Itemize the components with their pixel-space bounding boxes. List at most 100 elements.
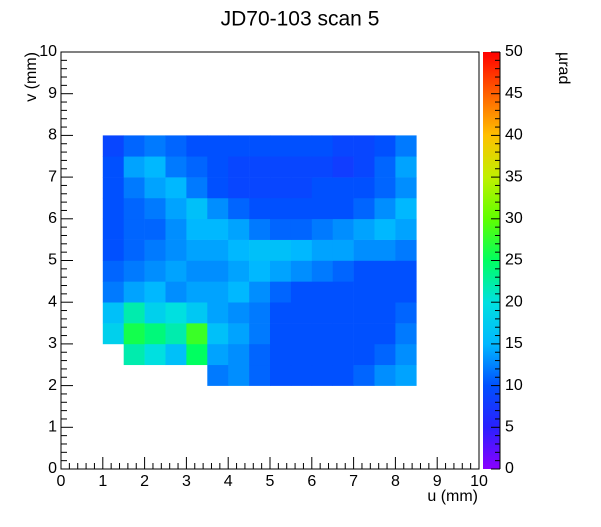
z-tick-label: 35 <box>505 168 523 185</box>
heat-cell <box>123 218 145 240</box>
heat-cell <box>353 364 375 386</box>
heat-cell <box>207 156 229 178</box>
heat-cell <box>123 135 145 157</box>
heat-cell <box>290 156 313 178</box>
heat-cell <box>332 281 354 303</box>
heat-cell <box>270 281 292 303</box>
heat-cell <box>290 197 313 220</box>
heat-cell <box>332 177 354 199</box>
heat-cell <box>374 197 396 220</box>
x-tick-label: 8 <box>391 473 400 490</box>
heat-cell <box>290 323 313 345</box>
x-axis-label: u (mm) <box>427 488 478 505</box>
heat-cell <box>228 281 250 303</box>
y-tick-label: 10 <box>39 43 57 60</box>
heat-cell <box>228 239 250 261</box>
heat-cell <box>207 302 229 324</box>
heat-cell <box>249 343 271 366</box>
heat-cell <box>270 177 292 199</box>
heat-cell <box>374 177 396 199</box>
heat-cell <box>186 343 208 366</box>
heat-cell <box>353 197 375 220</box>
heat-cell <box>270 323 292 345</box>
heat-cell <box>249 177 271 199</box>
y-tick-label: 8 <box>48 127 57 144</box>
heat-cell <box>144 323 166 345</box>
heat-cell <box>249 239 271 261</box>
heat-cell <box>207 239 229 261</box>
heat-cell <box>332 302 354 324</box>
heat-cell <box>290 343 313 366</box>
heat-cell <box>311 343 333 366</box>
heat-cell <box>395 364 417 386</box>
heat-cell <box>186 218 208 240</box>
x-tick-label: 3 <box>182 473 191 490</box>
y-tick-label: 1 <box>48 419 57 436</box>
y-tick-label: 3 <box>48 335 57 352</box>
heat-cell <box>311 323 333 345</box>
heat-cell <box>144 260 166 282</box>
heat-cell <box>353 218 375 240</box>
heat-cell <box>186 156 208 178</box>
heat-cell <box>353 260 375 282</box>
z-tick-label: 30 <box>505 210 523 227</box>
heat-cell <box>311 364 333 386</box>
z-tick-label: 20 <box>505 293 523 310</box>
heat-cell <box>186 260 208 282</box>
heat-cell <box>270 260 292 282</box>
heat-cell <box>311 260 333 282</box>
heat-cell <box>374 260 396 282</box>
heat-cell <box>353 135 375 157</box>
heat-cell <box>395 218 417 240</box>
heat-cell <box>395 239 417 261</box>
heat-cell <box>270 364 292 386</box>
heat-cell <box>186 281 208 303</box>
heat-cell <box>228 302 250 324</box>
heat-cell <box>311 156 333 178</box>
heat-cell <box>207 343 229 366</box>
heat-cell <box>353 281 375 303</box>
heat-cell <box>353 239 375 261</box>
heat-cell <box>249 364 271 386</box>
heat-cell <box>332 343 354 366</box>
z-tick-label: 50 <box>505 43 523 60</box>
heat-cell <box>144 218 166 240</box>
heat-cell <box>186 177 208 199</box>
heat-cell <box>102 323 124 345</box>
heat-cell <box>186 135 208 157</box>
heat-cell <box>207 218 229 240</box>
x-tick-label: 5 <box>266 473 275 490</box>
heat-cell <box>186 302 208 324</box>
heat-cell <box>144 177 166 199</box>
heat-cell <box>374 135 396 157</box>
heat-cell <box>186 323 208 345</box>
heat-cell <box>102 177 124 199</box>
heat-cell <box>395 260 417 282</box>
heat-cell <box>290 239 313 261</box>
heat-cell <box>353 177 375 199</box>
heat-cell <box>165 302 187 324</box>
y-tick-label: 9 <box>48 85 57 102</box>
heat-cell <box>165 281 187 303</box>
heat-cell <box>270 135 292 157</box>
heat-cell <box>144 281 166 303</box>
heat-cell <box>270 197 292 220</box>
heat-cell <box>290 281 313 303</box>
heat-cell <box>270 343 292 366</box>
heat-cell <box>374 156 396 178</box>
heat-cell <box>395 281 417 303</box>
heat-cell <box>249 135 271 157</box>
heat-cell <box>207 177 229 199</box>
heat-cell <box>123 177 145 199</box>
heat-cell <box>228 260 250 282</box>
heat-cell <box>290 177 313 199</box>
heat-cell <box>270 302 292 324</box>
z-tick-label: 45 <box>505 85 523 102</box>
heat-cell <box>374 218 396 240</box>
x-tick-label: 4 <box>224 473 233 490</box>
heat-cell <box>207 364 229 386</box>
heat-cell <box>374 364 396 386</box>
heat-cell <box>123 302 145 324</box>
heat-cell <box>395 156 417 178</box>
